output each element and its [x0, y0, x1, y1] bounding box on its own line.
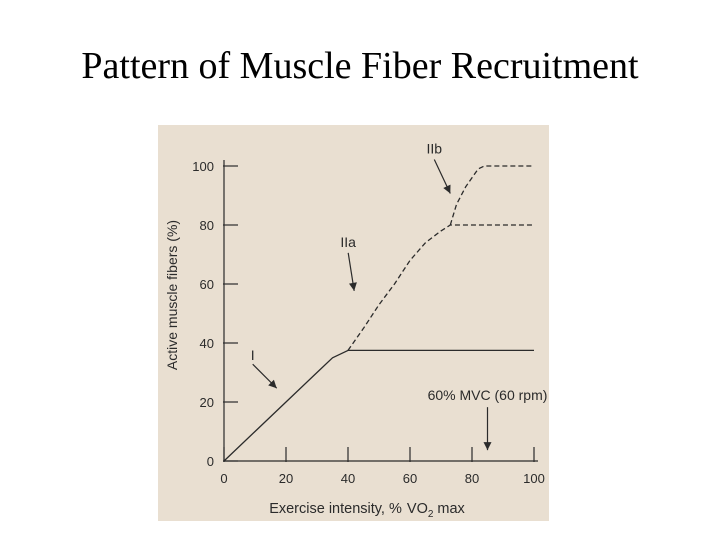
annotation-arrow-head — [483, 442, 492, 451]
x-tick-label: 80 — [465, 471, 479, 486]
y-tick-label: 20 — [200, 395, 214, 410]
annotation-arrow-head — [443, 184, 451, 194]
annotation-label: I — [251, 347, 255, 363]
annotation-arrow-head — [349, 282, 357, 291]
x-tick-label: 40 — [341, 471, 355, 486]
x-axis-label-subscript: 2 — [428, 509, 434, 520]
annotation-label: 60% MVC (60 rpm) — [428, 387, 548, 403]
chart-figure: 0 20 40 60 80 100 0 20 40 60 80 100 I IIa IIb 60% MVC (… — [158, 125, 549, 521]
x-axis-label: Exercise intensity, % VO2 max — [269, 501, 465, 520]
x-tick-label: 20 — [279, 471, 293, 486]
x-axis-label-suffix: max — [437, 501, 465, 517]
series-line-iib — [449, 165, 534, 226]
y-tick-label: 0 — [207, 454, 214, 469]
y-tick-label: 80 — [200, 218, 214, 233]
x-tick-label: 0 — [220, 471, 227, 486]
y-axis-label: Active muscle fibers (%) — [164, 220, 180, 370]
y-tick-label: 100 — [192, 159, 214, 174]
slide-title: Pattern of Muscle Fiber Recruitment — [81, 45, 639, 87]
x-axis-label-prefix: Exercise intensity, % — [269, 501, 402, 517]
x-axis-label-o: O — [417, 501, 428, 517]
x-axis-label-vo2: V — [407, 501, 417, 517]
x-tick-label: 60 — [403, 471, 417, 486]
annotation-label: IIa — [340, 234, 356, 250]
series-line-iia — [347, 224, 534, 351]
figure-background — [158, 125, 549, 521]
plot-layer: 0 20 40 60 80 100 0 20 40 60 80 100 I IIa IIb 60% MVC (… — [192, 141, 547, 487]
annotation-arrow-head — [268, 379, 277, 389]
y-tick-label: 40 — [200, 336, 214, 351]
annotation-label: IIb — [427, 141, 443, 157]
chart-svg: 0 20 40 60 80 100 0 20 40 60 80 100 I IIa IIb 60% MVC (… — [158, 125, 549, 521]
x-tick-label: 100 — [523, 471, 545, 486]
y-tick-label: 60 — [200, 277, 214, 292]
